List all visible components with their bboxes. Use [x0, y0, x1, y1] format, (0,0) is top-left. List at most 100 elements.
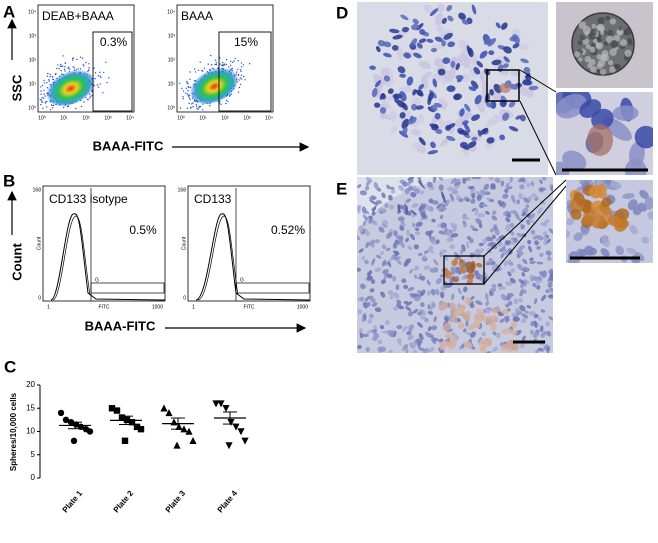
cell	[374, 267, 382, 272]
cell	[518, 192, 524, 200]
cell	[407, 116, 417, 125]
cell	[410, 103, 418, 111]
cell	[420, 190, 424, 195]
event-dot	[100, 76, 102, 79]
point	[217, 400, 225, 408]
cell	[548, 316, 553, 321]
zoom-line	[519, 69, 557, 93]
cell	[536, 261, 544, 265]
point	[86, 428, 94, 435]
cell	[600, 248, 610, 257]
cell	[427, 150, 439, 155]
cell	[397, 66, 406, 74]
cell	[381, 192, 386, 199]
point	[70, 437, 78, 444]
gate-value: 0.3%	[100, 35, 128, 49]
event-dot	[201, 69, 203, 72]
cell	[399, 91, 407, 102]
event-dot	[62, 55, 64, 57]
cell	[425, 205, 431, 211]
cell	[512, 316, 520, 322]
event-dot	[237, 60, 239, 62]
cell	[503, 56, 510, 63]
cell	[510, 194, 516, 202]
event-dot	[197, 69, 200, 72]
cell	[438, 184, 444, 191]
plot-title: DEAB+BAAA	[42, 9, 114, 23]
event-dot	[223, 63, 225, 65]
cell	[478, 338, 489, 349]
cell	[470, 80, 479, 89]
cell	[433, 57, 444, 67]
event-dot	[49, 76, 51, 78]
event-dot	[225, 99, 228, 102]
cell	[526, 219, 531, 225]
cell	[419, 289, 426, 297]
event-dot	[102, 92, 104, 94]
event-dot	[209, 105, 211, 107]
event-dot	[200, 105, 202, 108]
cell	[609, 181, 621, 189]
cell	[473, 316, 480, 323]
event-dot	[41, 84, 44, 87]
cell	[523, 66, 531, 74]
event-dot	[40, 99, 43, 101]
cell	[439, 251, 443, 258]
cell	[493, 224, 498, 231]
cell	[399, 225, 405, 231]
histogram-curve	[197, 215, 239, 301]
event-dot	[188, 95, 190, 97]
cell	[491, 306, 501, 314]
event-dot	[202, 109, 204, 111]
cell	[403, 52, 412, 59]
event-dot	[182, 98, 184, 100]
event-dot	[99, 71, 101, 74]
cell	[357, 204, 362, 211]
cell	[429, 347, 435, 353]
cell	[433, 258, 439, 266]
cell	[383, 75, 391, 82]
cell	[470, 331, 476, 338]
cell	[401, 278, 406, 283]
plot-title: BAAA	[181, 9, 213, 23]
cell	[439, 214, 444, 220]
cell	[446, 4, 453, 12]
cell	[386, 247, 391, 252]
event-dot	[56, 67, 58, 70]
y-tick-label: 20	[26, 380, 35, 389]
cell	[420, 212, 427, 219]
cell	[509, 222, 515, 228]
cell	[479, 274, 485, 282]
cell	[450, 266, 456, 273]
cell	[389, 186, 395, 190]
event-dot	[46, 100, 48, 103]
event-dot	[189, 71, 191, 73]
sphere-cell	[599, 68, 607, 75]
cell	[406, 76, 414, 86]
cell	[523, 310, 529, 314]
cell	[361, 256, 366, 260]
event-dot	[198, 107, 200, 109]
cell	[420, 315, 426, 320]
cell	[502, 202, 507, 209]
event-dot	[215, 63, 217, 66]
cell	[398, 235, 404, 242]
cell	[371, 220, 378, 226]
cell	[470, 198, 476, 204]
cell	[520, 58, 529, 64]
cell	[468, 86, 477, 92]
event-dot	[55, 72, 57, 75]
cell	[463, 286, 468, 293]
cell	[418, 204, 426, 211]
cell	[471, 193, 476, 199]
event-dot	[40, 93, 42, 95]
cell	[467, 141, 477, 149]
point	[170, 418, 178, 426]
point	[225, 442, 233, 450]
cell	[435, 128, 443, 135]
y-tick-label: 0	[183, 295, 186, 301]
cell	[520, 343, 525, 349]
cell	[515, 115, 522, 120]
cell	[438, 177, 444, 181]
event-dot	[64, 62, 67, 64]
